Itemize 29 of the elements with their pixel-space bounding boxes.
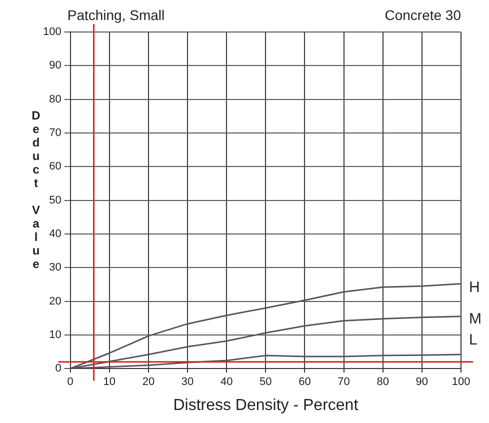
y-tick-label: 60 <box>49 160 62 173</box>
chart-title: Patching, Small <box>67 7 165 23</box>
y-tick-label: 40 <box>49 228 62 240</box>
series-label: M <box>469 310 482 328</box>
x-tick-label: 70 <box>338 376 350 388</box>
y-tick-label: 0 <box>55 362 62 375</box>
text: Deduct Value <box>32 108 40 271</box>
y-tick-label: 80 <box>49 93 62 106</box>
x-tick-label: 60 <box>298 376 311 388</box>
y-tick-label: 20 <box>49 295 62 308</box>
x-tick-label: 10 <box>103 376 116 388</box>
x-tick-label: 100 <box>452 376 470 388</box>
y-tick-label: 100 <box>42 26 62 38</box>
x-axis-title: Distress Density - Percent <box>173 396 359 414</box>
x-tick-label: 90 <box>416 376 428 388</box>
x-tick-label: 40 <box>220 376 233 388</box>
x-tick-label: 0 <box>67 376 74 388</box>
series-label: L <box>469 332 478 349</box>
y-tick-label: 90 <box>49 60 62 72</box>
series-label: H <box>469 278 480 296</box>
x-tick-label: 30 <box>181 376 194 388</box>
x-tick-label: 20 <box>142 376 155 388</box>
x-tick-label: 80 <box>376 376 389 388</box>
y-tick-label: 50 <box>49 194 62 206</box>
y-tick-label: 70 <box>49 127 62 140</box>
y-tick-label: 10 <box>49 328 62 341</box>
x-tick-label: 50 <box>260 376 272 388</box>
chart-subtitle: Concrete 30 <box>384 7 462 23</box>
y-tick-label: 30 <box>49 262 62 274</box>
